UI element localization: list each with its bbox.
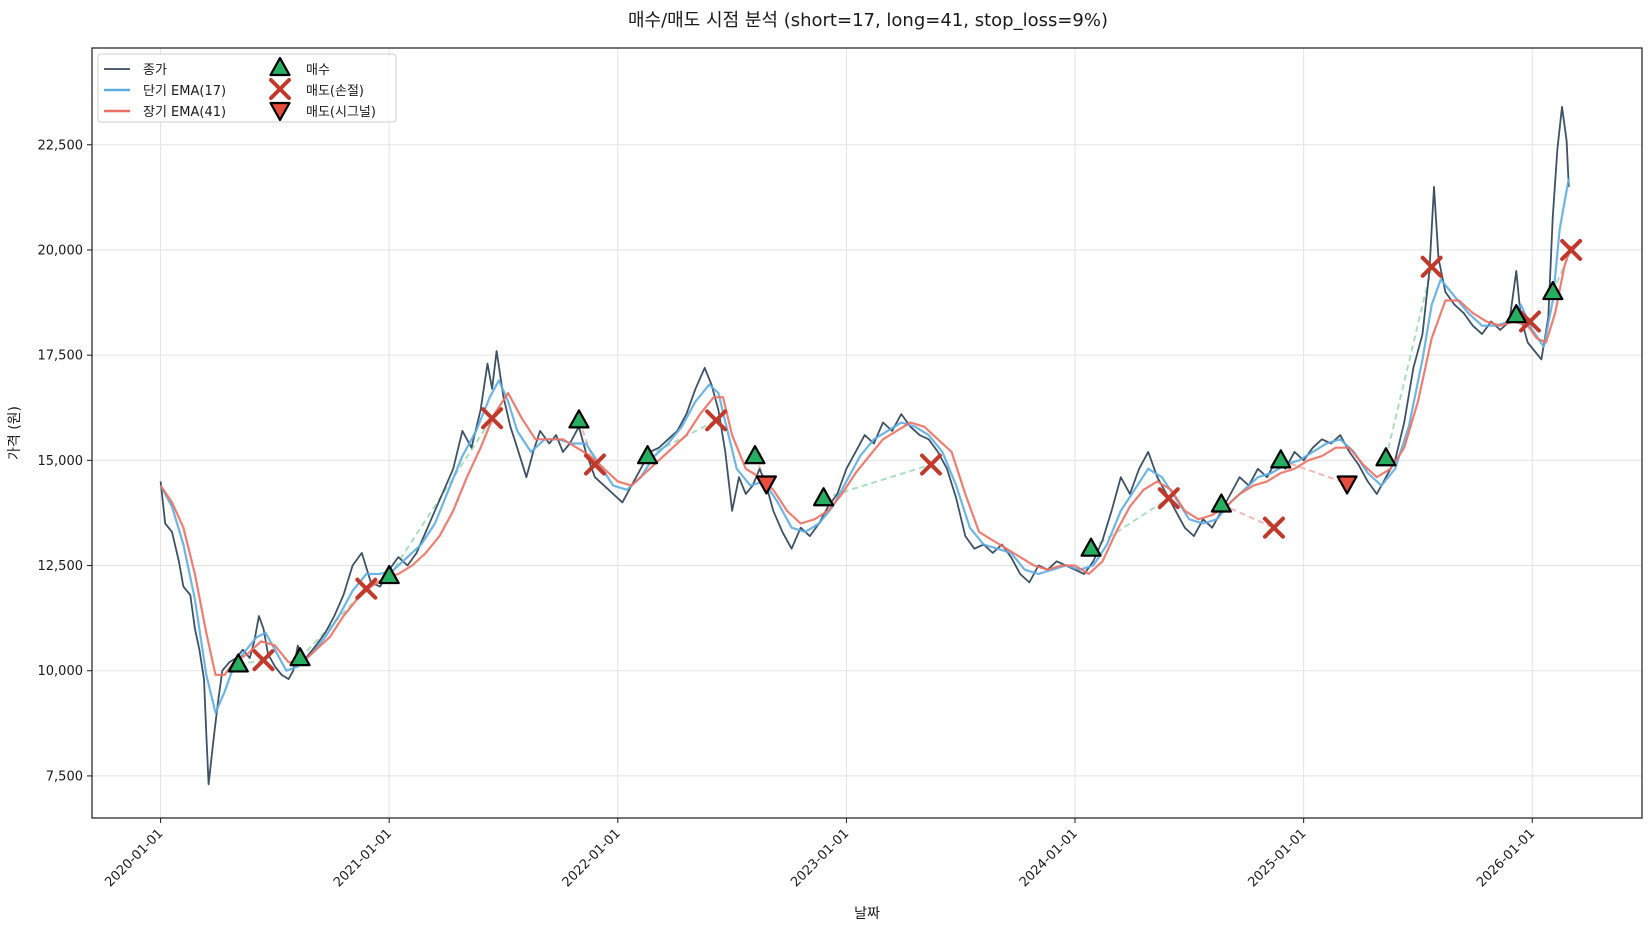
legend-label: 매수 bbox=[306, 63, 330, 78]
x-tick-label: 2025-01-01 bbox=[1245, 826, 1309, 890]
legend-box bbox=[97, 53, 397, 123]
cross-stroke bbox=[705, 409, 728, 432]
cross-stroke bbox=[1420, 255, 1443, 278]
x-tick-label: 2026-01-01 bbox=[1474, 826, 1538, 890]
trade-connector bbox=[1280, 459, 1348, 485]
buy-marker bbox=[744, 445, 766, 465]
cross-stroke bbox=[1518, 310, 1541, 333]
y-tick-label: 10,000 bbox=[38, 664, 84, 679]
cross-stroke bbox=[1157, 487, 1180, 510]
cross-stroke bbox=[269, 78, 291, 100]
sell-stoploss-marker bbox=[252, 649, 275, 672]
sell-stoploss-marker bbox=[1560, 238, 1583, 261]
sell-stoploss-marker bbox=[1518, 310, 1541, 333]
trade-connector bbox=[578, 420, 596, 465]
legend-label: 단기 EMA(17) bbox=[143, 84, 226, 99]
buy-marker bbox=[1270, 449, 1292, 469]
x-tick-label: 2024-01-01 bbox=[1017, 826, 1081, 890]
sell-signal-marker bbox=[1336, 475, 1358, 495]
buy-marker bbox=[1542, 280, 1564, 301]
sell-stoploss-marker bbox=[1420, 255, 1443, 278]
sell-signal-marker bbox=[755, 475, 778, 495]
legend-label: 매도(손절) bbox=[306, 84, 364, 99]
cross-stroke bbox=[252, 649, 275, 672]
sell-stoploss-marker bbox=[705, 409, 728, 432]
cross-stroke bbox=[583, 453, 606, 476]
sell-stoploss-marker bbox=[583, 453, 606, 476]
y-tick-label: 20,000 bbox=[38, 243, 84, 258]
trade-connector bbox=[1090, 497, 1170, 550]
sell-stoploss-marker bbox=[481, 407, 504, 430]
buy-marker bbox=[1505, 304, 1527, 324]
buy-marker bbox=[378, 564, 400, 585]
trade-connector bbox=[1551, 249, 1573, 293]
plot-frame bbox=[91, 47, 1643, 819]
y-tick-label: 22,500 bbox=[38, 138, 84, 153]
close-price-line bbox=[159, 106, 1570, 786]
legend-label: 매도(시그널) bbox=[306, 105, 376, 120]
sell-stoploss-marker bbox=[355, 577, 378, 600]
legend-label: 장기 EMA(41) bbox=[143, 105, 226, 120]
chart-title: 매수/매도 시점 분석 (short=17, long=41, stop_los… bbox=[628, 10, 1108, 31]
grid-layer bbox=[92, 48, 1642, 818]
axis-layer: 7,500 10,000 12,500 15,000 17,500 20,000 22,50… bbox=[38, 138, 1539, 890]
sell-stoploss-marker bbox=[1262, 516, 1285, 539]
x-tick-label: 2021-01-01 bbox=[331, 826, 395, 890]
sell-stoploss-marker bbox=[920, 453, 943, 476]
cross-stroke bbox=[920, 453, 943, 476]
series-layer bbox=[159, 106, 1573, 786]
y-tick-label: 15,000 bbox=[38, 454, 84, 469]
trade-connector bbox=[647, 419, 717, 458]
sell-stoploss-marker bbox=[1157, 487, 1180, 510]
legend-buy-swatch bbox=[269, 56, 291, 77]
buy-marker bbox=[1210, 493, 1232, 513]
trade-connector bbox=[299, 587, 368, 659]
legend-label: 종가 bbox=[143, 63, 167, 78]
x-axis-title: 날짜 bbox=[854, 906, 880, 922]
buy-marker bbox=[636, 445, 659, 465]
buy-marker bbox=[1080, 537, 1102, 557]
trade-connector bbox=[1384, 266, 1433, 459]
cross-stroke bbox=[481, 407, 504, 430]
x-tick-label: 2023-01-01 bbox=[788, 826, 852, 890]
x-tick-label: 2020-01-01 bbox=[102, 826, 166, 890]
x-tick-label: 2022-01-01 bbox=[560, 826, 624, 890]
buy-marker bbox=[1375, 447, 1397, 467]
cross-stroke bbox=[1262, 516, 1285, 539]
buy-marker bbox=[568, 409, 590, 429]
legend-signal-swatch bbox=[269, 101, 291, 122]
cross-stroke bbox=[1560, 238, 1583, 261]
y-tick-label: 17,500 bbox=[38, 349, 84, 364]
cross-stroke bbox=[355, 577, 378, 600]
legend-stoploss-swatch bbox=[269, 78, 291, 100]
buy-marker bbox=[289, 647, 311, 667]
trade-connector bbox=[823, 463, 932, 500]
buy-marker bbox=[812, 487, 835, 507]
buy-marker bbox=[227, 653, 249, 673]
marker-layer bbox=[227, 238, 1583, 673]
y-tick-label: 12,500 bbox=[38, 559, 84, 574]
y-tick-label: 7,500 bbox=[46, 769, 83, 784]
y-axis-title: 가격 (원) bbox=[7, 406, 23, 460]
short-ema-line bbox=[159, 178, 1570, 714]
